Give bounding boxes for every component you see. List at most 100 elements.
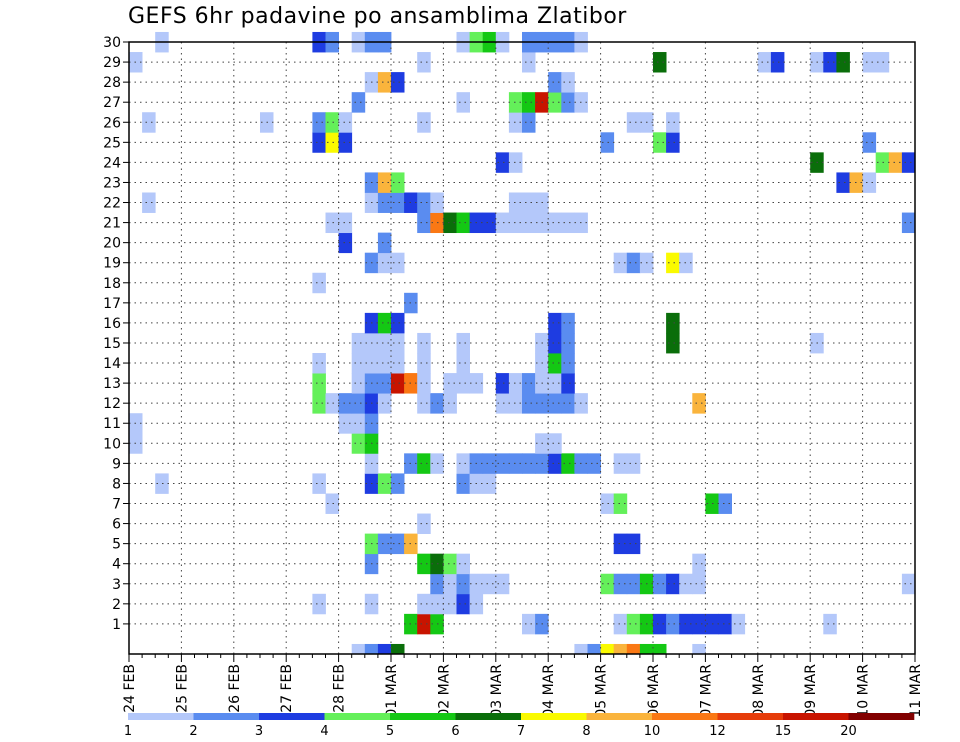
heatmap-cell (901, 573, 916, 595)
heatmap-cell (692, 613, 706, 635)
y-tick-label: 15 (103, 336, 121, 352)
heatmap-cell (522, 112, 536, 133)
heatmap-cell (613, 533, 628, 555)
y-axis: 1234567891011121314151617181920212223242… (103, 35, 129, 633)
heatmap-cell (548, 72, 562, 93)
heatmap-cell (613, 643, 628, 655)
legend-label: 6 (451, 724, 459, 739)
heatmap-cell (626, 112, 641, 133)
heatmap-cell (338, 132, 353, 153)
y-tick-label: 13 (103, 376, 121, 392)
legend-label: 12 (709, 724, 726, 739)
heatmap-cell (574, 643, 588, 655)
heatmap-cell (377, 332, 392, 354)
heatmap-cell (495, 152, 510, 173)
legend-label: 5 (386, 724, 394, 739)
heatmap-cell (548, 92, 562, 113)
heatmap-cell (666, 332, 680, 354)
heatmap-cell (757, 52, 772, 73)
y-tick-label: 19 (103, 256, 121, 272)
heatmap-cell (417, 353, 431, 374)
heatmap-cell (561, 353, 575, 374)
heatmap-cell (548, 332, 562, 354)
legend-label: 4 (320, 724, 328, 739)
legend-swatch (717, 713, 784, 720)
heatmap-cell (456, 373, 470, 394)
heatmap-cell (351, 353, 366, 374)
heatmap-cell (377, 252, 392, 274)
heatmap-cell (561, 72, 575, 93)
y-tick-label: 4 (112, 557, 121, 573)
heatmap-cell (495, 393, 510, 414)
heatmap-cell (495, 373, 510, 394)
x-tick-label: 11 MAR (908, 664, 924, 718)
heatmap-cell (338, 393, 353, 414)
heatmap-cell (351, 373, 366, 394)
heatmap-cell (666, 112, 680, 133)
heatmap-cell (862, 52, 877, 73)
x-tick-label: 09 MAR (803, 664, 819, 718)
y-tick-label: 21 (103, 216, 121, 232)
y-tick-label: 23 (103, 175, 121, 191)
heatmap-cell (561, 212, 575, 234)
heatmap-cell (417, 192, 431, 213)
heatmap-cell (613, 252, 628, 274)
heatmap-cell (377, 393, 392, 414)
heatmap-cell (770, 52, 785, 73)
y-tick-label: 30 (103, 35, 121, 51)
heatmap-cell (823, 52, 837, 73)
heatmap-cell (338, 212, 353, 234)
heatmap-cell (142, 192, 156, 213)
heatmap-cell (351, 92, 366, 113)
heatmap-cell (875, 152, 890, 173)
heatmap-cell (561, 373, 575, 394)
chart-title: GEFS 6hr padavine po ansamblima Zlatibor (128, 4, 627, 29)
heatmap-cell (875, 52, 890, 73)
legend-label: 10 (644, 724, 661, 739)
heatmap-cell (508, 112, 523, 133)
legend-swatch (259, 713, 325, 720)
legend-label: 1 (124, 724, 132, 739)
heatmap-cell (391, 643, 405, 655)
heatmap-cell (561, 393, 575, 414)
heatmap-cell (142, 112, 156, 133)
heatmap-cell (508, 453, 523, 474)
heatmap-cell (482, 473, 497, 494)
heatmap-cell (391, 373, 405, 394)
heatmap-cell (718, 493, 732, 514)
x-tick-label: 08 MAR (751, 664, 767, 718)
x-tick-label: 10 MAR (856, 664, 872, 718)
heatmap-cell (666, 573, 680, 595)
y-tick-label: 27 (103, 95, 121, 111)
y-tick-label: 6 (112, 517, 121, 533)
x-tick-label: 01 MAR (384, 664, 400, 718)
y-tick-label: 26 (103, 115, 121, 131)
heatmap-cell (351, 433, 366, 454)
heatmap-cell (155, 473, 169, 494)
y-tick-label: 18 (103, 276, 121, 292)
heatmap-cell (600, 132, 615, 153)
heatmap-cell (548, 312, 562, 334)
legend-swatch (455, 713, 522, 720)
y-tick-label: 20 (103, 236, 121, 252)
heatmap-cell (417, 453, 431, 474)
heatmap-cell (364, 643, 379, 655)
y-tick-label: 25 (103, 135, 121, 151)
y-tick-label: 2 (112, 597, 121, 613)
heatmap-cell (312, 132, 326, 153)
heatmap-cell (377, 172, 392, 193)
heatmap-cell (495, 212, 510, 234)
x-axis: 24 FEB 25 FEB 26 FEB 27 FEB 28 FEB 01 MAR 02 M… (122, 654, 924, 718)
heatmap-cell (443, 393, 457, 414)
legend-swatch (848, 713, 915, 720)
heatmap-cell (377, 353, 392, 374)
heatmap-cell (561, 312, 575, 334)
heatmap-cell (443, 593, 457, 615)
x-tick-label: 05 MAR (594, 664, 610, 718)
heatmap-cell (600, 643, 615, 655)
heatmap-cell (456, 593, 470, 615)
heatmap-cell (417, 373, 431, 394)
x-tick-label: 26 FEB (227, 664, 243, 713)
heatmap-cell (653, 573, 667, 595)
heatmap-cell (666, 613, 680, 635)
